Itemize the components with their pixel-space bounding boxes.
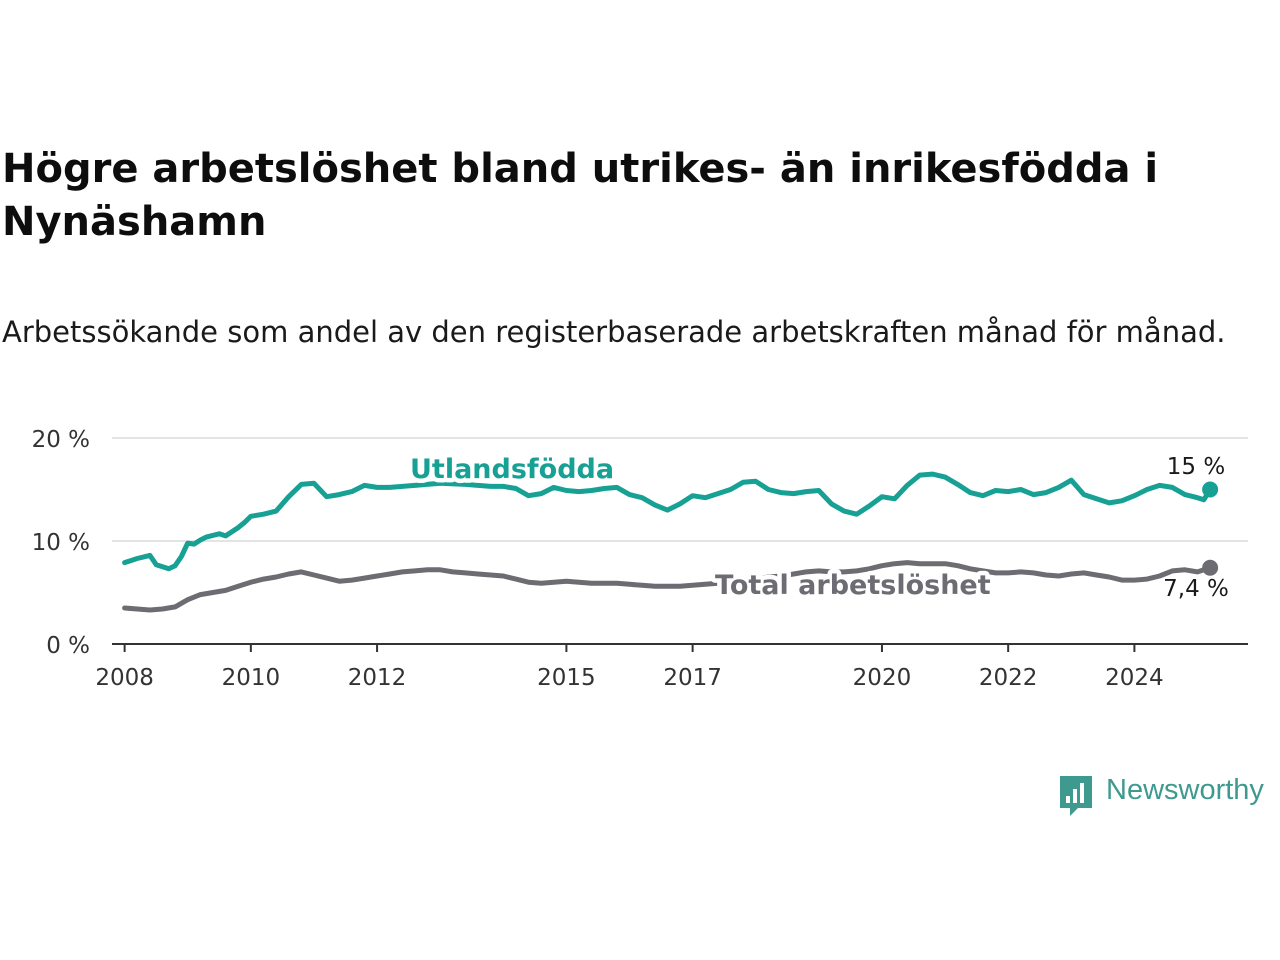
line-chart: 0 % 10 % 20 % 2008 2010 2012 2015 2017 2020 2022 2… — [32, 427, 1248, 691]
y-tick-label: 10 % — [32, 530, 90, 556]
y-tick-label: 20 % — [32, 427, 90, 453]
series-label-halo: Total arbetslöshet — [715, 570, 991, 601]
x-tick-label: 2022 — [979, 665, 1038, 691]
x-tick-label: 2024 — [1105, 665, 1164, 691]
end-point-marker — [1202, 481, 1219, 498]
x-tick-label: 2015 — [537, 665, 596, 691]
series-label: Total arbetslöshet — [715, 570, 991, 601]
x-tick-label: 2017 — [663, 665, 722, 691]
series-line — [122, 471, 1213, 572]
x-tick-label: 2012 — [348, 665, 407, 691]
x-tick-label: 2020 — [853, 665, 912, 691]
end-value-label: 15 % — [1167, 454, 1225, 480]
y-tick-label: 0 % — [46, 633, 90, 659]
newsworthy-logo[interactable]: Newsworthy — [1058, 772, 1280, 820]
series-label: Utlandsfödda — [410, 454, 614, 485]
end-value-label: 7,4 % — [1163, 576, 1229, 602]
newsworthy-logo-text: Newsworthy — [1106, 774, 1264, 806]
chart-subtitle: Arbetssökande som andel av den registerb… — [2, 315, 1226, 349]
x-tick-label: 2008 — [95, 665, 154, 691]
newsworthy-logo-icon — [1060, 776, 1092, 816]
end-point-marker — [1202, 559, 1219, 576]
chart-title: Högre arbetslöshet bland utrikes- än inr… — [2, 146, 1159, 245]
series-label-halo: Utlandsfödda — [410, 454, 614, 485]
x-tick-label: 2010 — [222, 665, 281, 691]
series-line — [122, 560, 1213, 613]
